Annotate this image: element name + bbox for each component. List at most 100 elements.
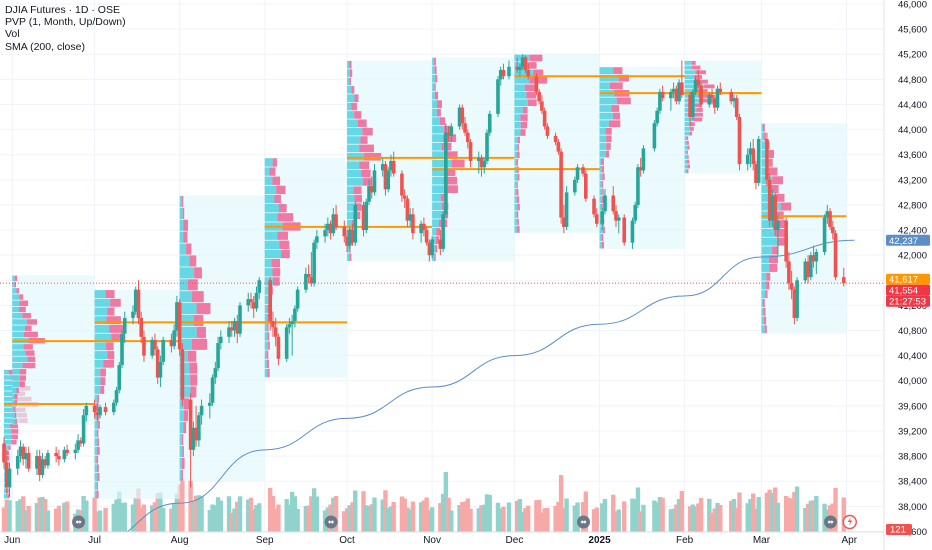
profile-row-down [691, 60, 696, 65]
x-tick-label: 2025 [588, 535, 611, 546]
volume-bar [193, 495, 199, 532]
profile-row-down [110, 298, 121, 307]
profile-row-up [599, 173, 603, 181]
profile-row-up [599, 112, 613, 120]
volume-bar [753, 508, 759, 532]
candle-body [773, 195, 777, 231]
profile-row-down [96, 446, 100, 455]
candle-body [372, 170, 377, 193]
profile-row-up [94, 333, 112, 342]
volume-bar [622, 501, 627, 532]
profile-row-up [12, 412, 15, 419]
profile-row-down [763, 132, 766, 141]
profile-area [12, 275, 95, 425]
volume-bar [602, 499, 608, 532]
profile-row-up [94, 385, 101, 394]
profile-row-up [347, 60, 350, 69]
profile-row-up [684, 164, 688, 169]
candle-body [227, 327, 231, 337]
volume-bar [276, 504, 281, 532]
candle-body [114, 390, 119, 403]
profile-row-down [764, 325, 767, 334]
profile-row-down [276, 185, 286, 195]
volume-bar [506, 502, 512, 532]
profile-row-down [517, 203, 520, 211]
volume-bar [698, 498, 704, 532]
profile-row-up [761, 325, 765, 334]
volume-bars [1, 472, 846, 532]
profile-row-up [684, 89, 695, 94]
candle-body [155, 349, 160, 378]
profile-row-up [94, 307, 108, 316]
volume-bar [457, 505, 462, 532]
price-label-bg [886, 234, 930, 246]
candle-body [501, 69, 506, 77]
candle-body [520, 57, 525, 67]
volume-bar [638, 511, 643, 532]
candle-body [600, 211, 605, 224]
indicator-vol[interactable]: Vol [5, 28, 20, 41]
volume-bar [1, 507, 7, 532]
profile-row-down [529, 54, 543, 62]
volume-bar [155, 493, 160, 532]
profile-row-down [14, 281, 16, 288]
indicator-sma[interactable]: SMA (200, close) [5, 40, 85, 53]
profile-row-up [684, 79, 699, 84]
profile-row-down [442, 134, 457, 143]
profile-row-down [277, 231, 288, 240]
candle-body [35, 456, 39, 469]
profile-row-down [100, 377, 106, 386]
volume-bar [289, 491, 295, 532]
profile-row-down [768, 255, 778, 264]
volume-bar [536, 499, 542, 532]
volume-bar [712, 508, 717, 532]
profile-row-down [606, 143, 611, 150]
indicator-pvp[interactable]: PVP (1, Month, Up/Down) [5, 16, 126, 29]
candle-body [295, 289, 300, 309]
profile-row-down [196, 326, 206, 338]
candle-body [26, 452, 31, 469]
profile-row-up [684, 150, 687, 155]
chart-title[interactable]: DJIA Futures · 1D · OSE [5, 4, 120, 16]
candle-body [180, 349, 185, 400]
profile-row-up [761, 316, 765, 325]
candle-body [117, 365, 122, 391]
profile-row-down [362, 178, 372, 186]
candle-body [111, 402, 116, 413]
volume-bar [462, 501, 468, 532]
candle-body [219, 336, 223, 344]
candle-body [534, 76, 539, 92]
volume-bar [64, 501, 70, 532]
profile-row-down [19, 300, 29, 306]
volume-bar [438, 503, 443, 532]
candle-body [553, 135, 558, 143]
volume-bar [196, 495, 202, 532]
volume-bar [158, 492, 163, 532]
profile-row-down [611, 105, 620, 112]
candle-body [254, 292, 259, 309]
profile-row-up [4, 488, 7, 494]
profile-row-up [347, 161, 360, 169]
profile-row-down [605, 127, 612, 135]
profile-row-down [516, 181, 518, 189]
candle-body [715, 88, 720, 108]
profile-row-up [94, 351, 108, 359]
profile-row-up [179, 386, 191, 398]
profile-row-up [264, 231, 278, 240]
volume-bar [229, 512, 234, 532]
profile-row-down [517, 144, 519, 151]
candle-body [37, 456, 42, 475]
volume-bar [372, 497, 377, 532]
profile-row-up [264, 194, 275, 204]
profile-row-up [347, 144, 360, 153]
profile-row-down [777, 237, 788, 246]
volume-bar [407, 509, 413, 532]
profile-row-down [602, 173, 605, 181]
volume-bar [366, 506, 372, 532]
candle-body [175, 302, 179, 331]
candle-body [249, 299, 253, 303]
profile-row-up [761, 255, 769, 264]
volume-bar [210, 504, 215, 532]
profile-row-down [686, 136, 689, 141]
